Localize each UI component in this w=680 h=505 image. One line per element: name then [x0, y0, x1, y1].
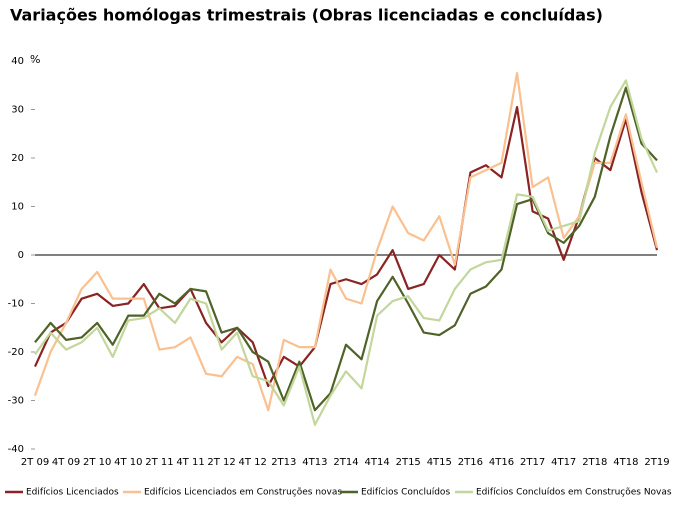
- y-tick-label: -30: [8, 396, 24, 407]
- x-tick-label: 2T 10: [83, 457, 111, 468]
- x-tick-label: 4T14: [364, 457, 389, 468]
- y-tick-label: 30: [11, 105, 24, 116]
- y-tick-label: 0: [18, 250, 24, 261]
- y-tick-label: -10: [8, 299, 24, 310]
- x-tick-label: 2T14: [333, 457, 358, 468]
- x-tick-label: 2T 12: [207, 457, 235, 468]
- y-tick-label: -40: [8, 444, 24, 455]
- x-tick-label: 4T15: [427, 457, 452, 468]
- y-axis-label: %: [30, 53, 40, 66]
- legend-label: Edifícios Licenciados: [26, 488, 119, 498]
- x-tick-label: 2T16: [458, 457, 483, 468]
- y-tick-label: 20: [11, 153, 24, 164]
- x-tick-label: 4T 12: [239, 457, 267, 468]
- x-tick-label: 2T18: [582, 457, 607, 468]
- y-tick-label: -20: [8, 347, 24, 358]
- series-line: [33, 105, 659, 388]
- x-tick-label: 4T 11: [176, 457, 204, 468]
- x-tick-label: 4T 10: [114, 457, 142, 468]
- x-tick-label: 2T 11: [145, 457, 173, 468]
- y-tick-label: 40: [11, 56, 24, 67]
- x-tick-label: 2T17: [520, 457, 545, 468]
- x-tick-label: 4T16: [489, 457, 514, 468]
- legend-label: Edifícios Concluídos em Construções Nova…: [476, 488, 672, 498]
- x-tick-label: 4T18: [613, 457, 638, 468]
- x-tick-label: 4T 09: [52, 457, 80, 468]
- x-tick-label: 2T19: [644, 457, 669, 468]
- x-tick-label: 2T 09: [21, 457, 49, 468]
- y-tick-label: 10: [11, 202, 24, 213]
- x-tick-label: 4T17: [551, 457, 576, 468]
- x-tick-label: 2T13: [271, 457, 296, 468]
- series-line: [33, 72, 659, 412]
- series-line: [34, 86, 658, 412]
- x-tick-label: 4T13: [302, 457, 327, 468]
- legend-label: Edifícios Licenciados em Construções nov…: [144, 488, 342, 498]
- chart-title: Variações homólogas trimestrais (Obras l…: [10, 6, 603, 25]
- x-tick-label: 2T15: [396, 457, 421, 468]
- series-line: [34, 79, 659, 426]
- legend-label: Edifícios Concluídos: [361, 488, 450, 498]
